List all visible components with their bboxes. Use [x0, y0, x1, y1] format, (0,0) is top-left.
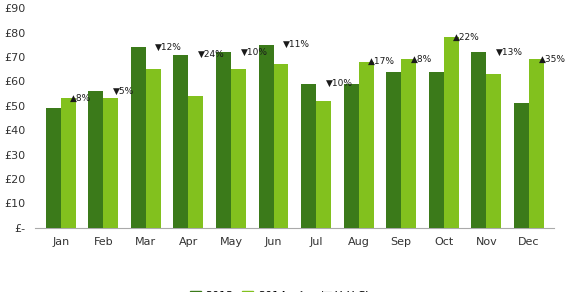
Text: ▲8%: ▲8% — [411, 55, 432, 64]
Bar — [444, 37, 459, 228]
Text: ▲8%: ▲8% — [70, 94, 92, 103]
Text: ▼24%: ▼24% — [198, 50, 225, 59]
Text: ▼5%: ▼5% — [113, 87, 134, 95]
Text: ▲22%: ▲22% — [454, 33, 480, 42]
Bar — [131, 47, 146, 228]
Bar — [188, 96, 203, 228]
Bar — [104, 98, 118, 228]
Text: ▲17%: ▲17% — [368, 57, 395, 66]
Text: ▼13%: ▼13% — [496, 48, 523, 57]
Bar — [471, 52, 486, 228]
Text: ▼12%: ▼12% — [156, 43, 182, 52]
Bar — [88, 91, 104, 228]
Text: ▼11%: ▼11% — [283, 40, 310, 49]
Bar — [231, 69, 246, 228]
Bar — [401, 59, 416, 228]
Bar — [173, 55, 188, 228]
Bar — [514, 103, 529, 228]
Bar — [146, 69, 161, 228]
Bar — [46, 108, 61, 228]
Bar — [216, 52, 231, 228]
Bar — [259, 45, 273, 228]
Bar — [316, 101, 331, 228]
Bar — [344, 84, 359, 228]
Bar — [486, 74, 501, 228]
Bar — [359, 62, 374, 228]
Bar — [386, 72, 401, 228]
Bar — [301, 84, 316, 228]
Text: ▲35%: ▲35% — [538, 55, 566, 64]
Legend: 2013, 2014, ▲/▼ YoY Change: 2013, 2014, ▲/▼ YoY Change — [185, 287, 404, 292]
Bar — [529, 59, 544, 228]
Bar — [273, 64, 288, 228]
Text: ▼10%: ▼10% — [325, 79, 353, 88]
Bar — [429, 72, 444, 228]
Bar — [61, 98, 76, 228]
Text: ▼10%: ▼10% — [240, 48, 268, 57]
